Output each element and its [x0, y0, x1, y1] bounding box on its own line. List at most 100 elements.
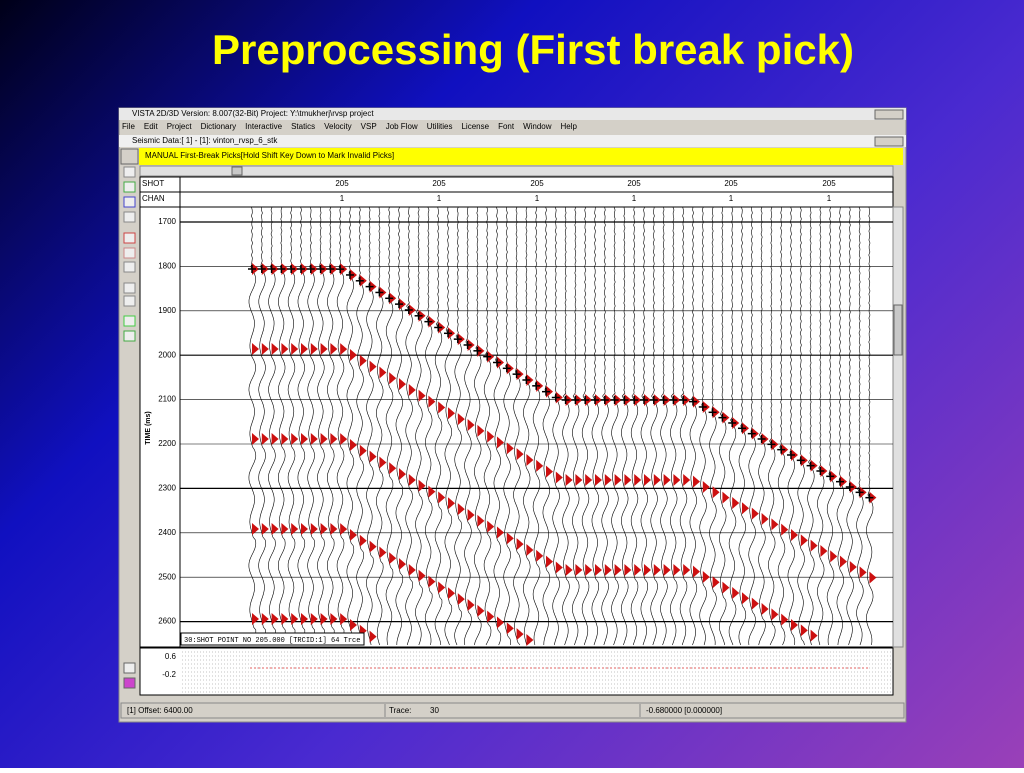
- menu-item[interactable]: Velocity: [324, 122, 352, 131]
- trace-wiggle: [591, 206, 600, 646]
- trace-peak: [614, 474, 622, 486]
- trace-peak: [663, 564, 671, 576]
- trace-peak: [418, 479, 426, 492]
- trace-peak: [546, 555, 553, 568]
- trace-wiggle: [630, 206, 639, 646]
- trace-peak: [644, 474, 651, 486]
- trace-peak: [379, 366, 387, 379]
- trace-peak: [369, 360, 377, 373]
- time-tick-label: 2500: [158, 572, 176, 581]
- tool-button[interactable]: [123, 247, 136, 259]
- trace-peak: [849, 561, 857, 574]
- trace-wiggle: [464, 206, 472, 646]
- trace-wiggle: [366, 206, 374, 646]
- trace-wiggle: [718, 206, 727, 646]
- tool-button[interactable]: [123, 261, 136, 273]
- menu-item[interactable]: Interactive: [245, 122, 282, 131]
- v-scroll-thumb[interactable]: [893, 304, 903, 356]
- lower-grid: 0.6 -0.2: [162, 651, 892, 693]
- trace-wiggle: [611, 206, 619, 646]
- menu-item[interactable]: Job Flow: [386, 122, 418, 131]
- menu-item[interactable]: License: [461, 122, 489, 131]
- status-offset: [1] Offset: 6400.00: [127, 706, 193, 715]
- menu-item[interactable]: Dictionary: [201, 122, 237, 131]
- trace-peak: [252, 433, 259, 445]
- trace-peak: [389, 552, 397, 565]
- trace-peak: [379, 456, 387, 469]
- chan-value: 1: [729, 194, 734, 203]
- trace-wiggle: [552, 206, 560, 646]
- tool-button[interactable]: [123, 166, 136, 178]
- subwindow-controls[interactable]: [874, 136, 904, 147]
- menu-item[interactable]: Statics: [291, 122, 315, 131]
- tool-button[interactable]: [123, 181, 136, 193]
- menu-item[interactable]: Utilities: [427, 122, 453, 131]
- time-tick-label: 2000: [158, 350, 176, 359]
- trace-wiggle: [865, 206, 874, 646]
- menu-item[interactable]: File: [122, 122, 135, 131]
- subwindow-title-bar: [119, 135, 906, 147]
- tool-button[interactable]: [123, 211, 136, 223]
- trace-wiggle: [689, 206, 698, 646]
- trace-peak: [536, 549, 544, 562]
- chan-value: 1: [437, 194, 442, 203]
- trace-wiggle: [424, 206, 433, 646]
- trace-wiggle: [307, 206, 315, 646]
- trace-wiggle: [650, 206, 658, 646]
- trace-peak: [291, 343, 299, 355]
- trace-peak: [340, 433, 348, 446]
- trace-peak: [575, 564, 583, 576]
- menu-item[interactable]: Edit: [144, 122, 159, 131]
- trace-peak: [663, 474, 671, 486]
- trace-wiggle: [248, 206, 257, 646]
- menu-item[interactable]: Project: [167, 122, 193, 131]
- trace-wiggle: [738, 206, 747, 646]
- trace-peak: [477, 604, 485, 617]
- scroll-thumb[interactable]: [231, 166, 243, 176]
- trace-peak: [320, 433, 328, 445]
- tool-button[interactable]: [123, 677, 136, 689]
- trace-peak: [771, 518, 779, 531]
- v-scrollbar[interactable]: [892, 206, 904, 648]
- trace-peak: [301, 523, 308, 535]
- trace-wiggle: [375, 206, 384, 646]
- toggle-button[interactable]: [120, 148, 139, 165]
- tool-button[interactable]: [123, 662, 136, 674]
- trace-peak: [477, 424, 485, 437]
- tool-button[interactable]: [123, 282, 136, 294]
- tool-button[interactable]: [123, 196, 136, 208]
- window-controls[interactable]: [874, 109, 904, 120]
- trace-peak: [526, 453, 534, 466]
- menu-item[interactable]: Window: [523, 122, 552, 131]
- trace-peak: [310, 613, 318, 625]
- trace-peak: [820, 544, 828, 557]
- tool-button[interactable]: [123, 315, 136, 327]
- trace-wiggle: [415, 206, 423, 646]
- tool-button[interactable]: [123, 330, 136, 342]
- trace-peak: [340, 343, 348, 356]
- h-scrollbar[interactable]: [139, 165, 894, 177]
- menu-item[interactable]: VSP: [361, 122, 377, 131]
- menu-item[interactable]: Help: [561, 122, 578, 131]
- trace-peak: [291, 433, 299, 445]
- lower-tick-label: 0.6: [165, 652, 177, 661]
- trace-peak: [428, 395, 436, 408]
- trace-wiggle: [601, 206, 609, 646]
- trace-peak: [438, 401, 446, 414]
- shot-value: 205: [627, 179, 641, 188]
- tool-button[interactable]: [123, 232, 136, 244]
- time-tick-label: 1700: [158, 217, 176, 226]
- tool-button[interactable]: [123, 295, 136, 307]
- trace-peak: [653, 474, 661, 486]
- trace-peak: [722, 581, 730, 594]
- trace-peak: [487, 430, 495, 443]
- trace-peak: [693, 475, 700, 488]
- shot-value: 205: [335, 179, 349, 188]
- banner: [139, 148, 903, 165]
- trace-peak: [742, 502, 749, 515]
- menu-item[interactable]: Font: [498, 122, 515, 131]
- trace-peak: [516, 628, 524, 641]
- trace-peak: [457, 593, 465, 606]
- trace-wiggle: [268, 206, 276, 646]
